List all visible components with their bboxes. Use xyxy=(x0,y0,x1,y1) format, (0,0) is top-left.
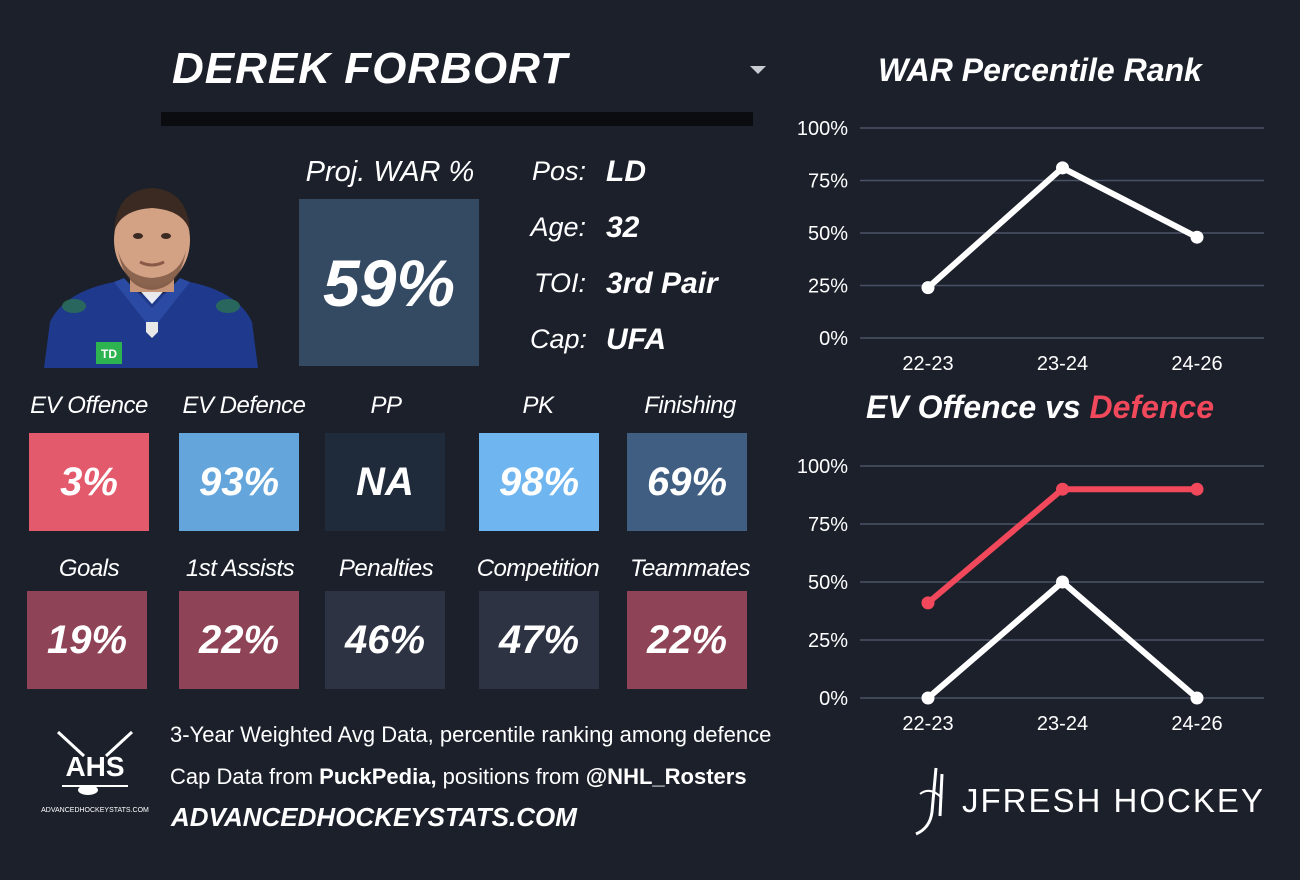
data-point xyxy=(1056,575,1069,589)
footer-data-note: 3-Year Weighted Avg Data, percentile ran… xyxy=(170,722,772,747)
player-photo: TD xyxy=(44,180,258,368)
data-point xyxy=(1190,691,1204,705)
stat-label-goals: Goals xyxy=(58,555,120,582)
ahs-logo-letters: AHS xyxy=(65,751,124,782)
stat-label-competition: Competition xyxy=(476,555,600,582)
stat-label-pp: PP xyxy=(370,392,402,419)
x-tick-label: 22-23 xyxy=(902,713,953,735)
proj-war-label: Proj. WAR % xyxy=(305,156,475,188)
y-tick-label: 0% xyxy=(819,328,848,350)
x-tick-label: 24-26 xyxy=(1171,713,1222,735)
info-key-toi: TOI: xyxy=(533,268,586,298)
footer-source-middle: positions from xyxy=(436,764,586,789)
info-value-pos: LD xyxy=(606,155,646,188)
data-point xyxy=(921,691,935,705)
info-value-cap: UFA xyxy=(606,323,666,356)
info-value-age: 32 xyxy=(606,211,640,244)
x-tick-label: 23-24 xyxy=(1037,353,1088,375)
site-url-link[interactable]: ADVANCEDHOCKEYSTATS.COM xyxy=(171,802,577,832)
war-percentile-chart: 0% 25% 50% 75% 100% 22-23 23-24 24-26 xyxy=(797,118,1264,375)
stat-box-ev-defence: 93% xyxy=(179,433,299,531)
player-dropdown-caret-icon[interactable] xyxy=(750,66,766,74)
ev-offence-vs-defence-chart: 0% 25% 50% 75% 100% 22-23 23-24 24-26 xyxy=(797,456,1264,735)
player-name: DEREK FORBORT xyxy=(172,44,568,93)
stat-box-pp: NA xyxy=(325,433,445,531)
info-key-cap: Cap: xyxy=(530,324,588,354)
jfresh-logo-icon xyxy=(906,764,952,838)
info-key-age: Age: xyxy=(530,212,586,242)
y-tick-label: 75% xyxy=(808,514,848,536)
chart-title-part-defence: Defence xyxy=(1089,389,1215,425)
x-tick-label: 24-26 xyxy=(1171,353,1222,375)
y-tick-label: 75% xyxy=(808,171,848,193)
stat-label-penalties: Penalties xyxy=(338,555,434,582)
stat-box-penalties: 46% xyxy=(325,591,445,689)
footer-source-note: Cap Data from PuckPedia, positions from … xyxy=(170,764,747,790)
stat-label-teammates: Teammates xyxy=(630,555,751,582)
stat-label-ev-defence: EV Defence xyxy=(182,392,306,419)
ahs-logo-site: ADVANCEDHOCKEYSTATS.COM xyxy=(41,807,149,814)
y-tick-label: 100% xyxy=(797,118,848,140)
svg-text:TD: TD xyxy=(101,347,117,361)
info-value-toi: 3rd Pair xyxy=(606,267,718,300)
stat-box-ev-offence: 3% xyxy=(29,433,149,531)
name-underline-divider xyxy=(161,112,753,126)
data-point xyxy=(1056,161,1069,175)
info-key-pos: Pos: xyxy=(531,156,586,186)
stat-label-1st-assists: 1st Assists xyxy=(185,555,295,582)
proj-war-value-box: 59% xyxy=(299,199,479,366)
jfresh-hockey-brand: JFRESH HOCKEY xyxy=(962,782,1265,819)
y-tick-label: 50% xyxy=(808,223,848,245)
x-tick-label: 23-24 xyxy=(1037,713,1088,735)
stat-box-teammates: 22% xyxy=(627,591,747,689)
stat-label-pk: PK xyxy=(522,392,554,419)
series-line-chart1 xyxy=(925,164,1200,291)
ahs-logo: AHS ADVANCEDHOCKEYSTATS.COM xyxy=(40,726,150,818)
y-tick-label: 25% xyxy=(808,276,848,298)
puckpedia-link[interactable]: PuckPedia, xyxy=(319,764,437,789)
stat-box-finishing: 69% xyxy=(627,433,747,531)
stat-label-ev-offence: EV Offence xyxy=(30,392,148,419)
chart-title-ev-offence-vs-defence: EV Offence vs Defence xyxy=(850,389,1230,426)
stat-box-pk: 98% xyxy=(479,433,599,531)
data-point xyxy=(1190,482,1204,496)
y-tick-label: 50% xyxy=(808,572,848,594)
y-tick-label: 100% xyxy=(797,456,848,478)
y-tick-label: 0% xyxy=(819,688,848,710)
chart-title-part-offence: EV Offence vs xyxy=(865,389,1090,425)
stat-box-goals: 19% xyxy=(27,591,147,689)
chart-title-war-percentile: WAR Percentile Rank xyxy=(878,52,1202,88)
stat-box-competition: 47% xyxy=(479,591,599,689)
data-point xyxy=(921,281,935,295)
nhl-rosters-link[interactable]: @NHL_Rosters xyxy=(585,764,747,789)
stat-box-1st-assists: 22% xyxy=(179,591,299,689)
stat-label-finishing: Finishing xyxy=(644,392,736,419)
y-tick-label: 25% xyxy=(808,630,848,652)
data-point xyxy=(1190,230,1204,244)
footer-source-prefix: Cap Data from xyxy=(170,764,320,789)
data-point xyxy=(921,596,935,610)
x-tick-label: 22-23 xyxy=(902,353,953,375)
data-point xyxy=(1056,482,1069,496)
